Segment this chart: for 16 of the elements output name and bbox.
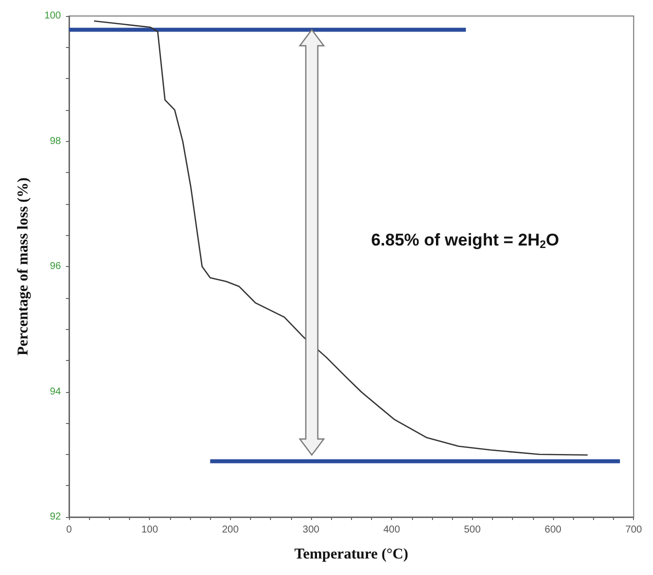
x-tick-label: 500 [464, 524, 482, 536]
x-tick-label: 700 [625, 524, 642, 536]
x-tick-label: 0 [66, 524, 72, 536]
line-series [93, 20, 588, 456]
x-tick-label: 200 [222, 524, 240, 536]
y-tick-label: 100 [44, 10, 62, 22]
y-tick-label: 98 [50, 136, 62, 147]
y-tick-label: 92 [50, 512, 62, 522]
x-tick-label: 600 [544, 524, 562, 536]
y-tick-label: 96 [50, 261, 62, 272]
x-axis-title: Temperature (°C) [294, 546, 408, 562]
x-tick-label: 300 [302, 524, 320, 536]
y-axis-title: Percentage of mass loss (%) [16, 177, 32, 356]
x-tick-label: 100 [141, 524, 158, 536]
x-tick-label: 400 [383, 524, 400, 536]
y-tick-label: 94 [50, 386, 62, 398]
